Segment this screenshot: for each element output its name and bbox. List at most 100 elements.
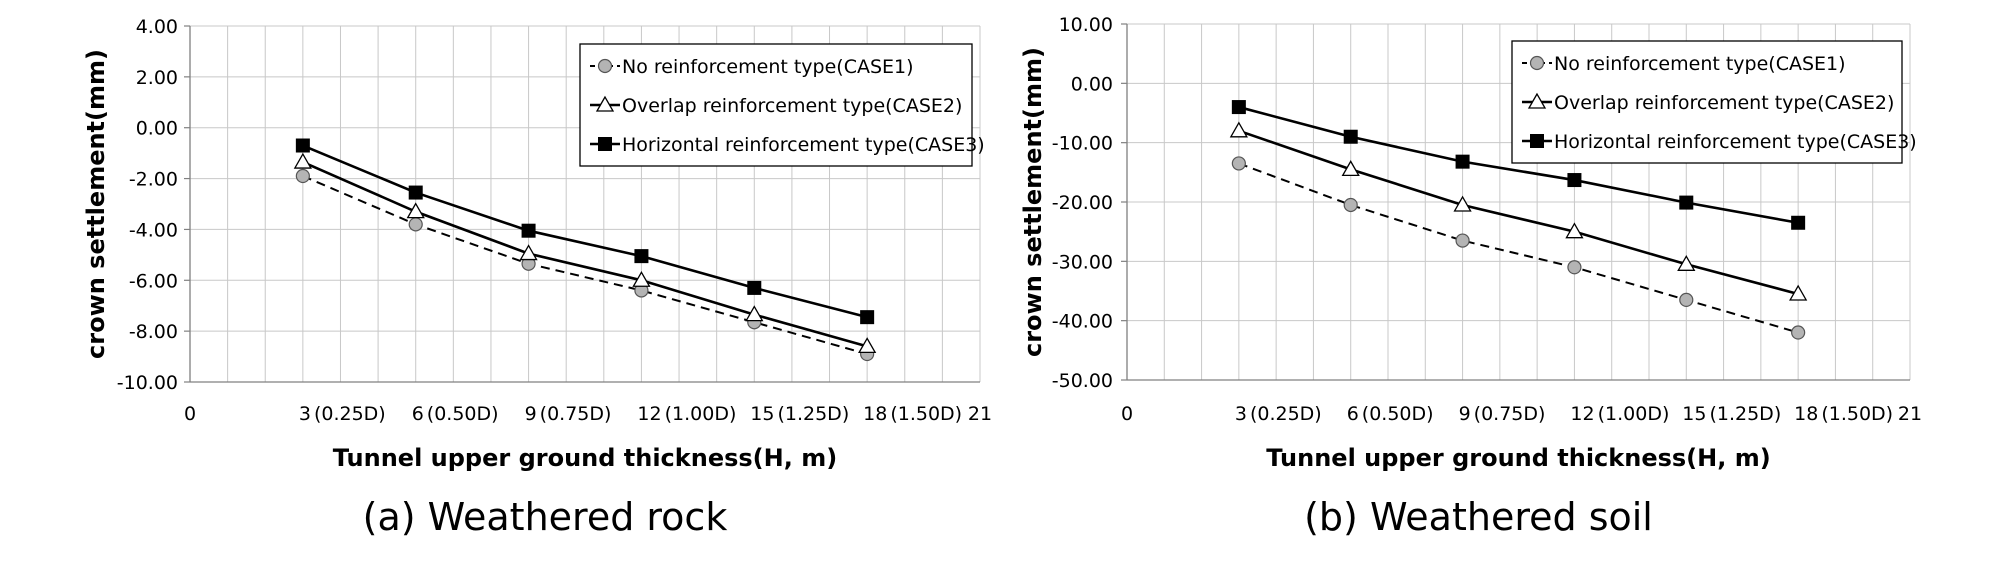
y-tick-label: 0.00 <box>136 118 178 140</box>
x-tick-label: 6 (0.50D) <box>1347 403 1434 425</box>
data-point-triangle <box>1677 254 1696 271</box>
data-point-circle <box>408 217 423 232</box>
y-tick-label: 2.00 <box>136 67 178 89</box>
x-tick-number: 15 <box>750 403 774 425</box>
y-tick-label: 4.00 <box>136 16 178 38</box>
y-tick-label: -8.00 <box>129 321 178 343</box>
series-square <box>295 138 875 325</box>
x-tick-number: 6 <box>1347 403 1359 425</box>
legend-marker-triangle <box>595 95 615 112</box>
x-tick-number: 12 <box>637 403 661 425</box>
x-tick-label: 21 <box>1898 403 1922 425</box>
x-tick-sublabel: (0.50D) <box>1362 403 1434 425</box>
x-tick-label: 15 (1.25D) <box>1682 403 1781 425</box>
x-tick-label: 3 (0.25D) <box>1235 403 1322 425</box>
legend-marker-triangle <box>1527 92 1547 109</box>
x-tick-sublabel: (1.00D) <box>1598 403 1670 425</box>
y-axis-title: crown settlement(mm) <box>1019 47 1047 357</box>
x-tick-number: 3 <box>299 403 311 425</box>
x-tick-number: 6 <box>412 403 424 425</box>
series-line <box>1238 105 1799 225</box>
y-tick-label: -30.00 <box>1052 251 1113 273</box>
chart-caption: (a) Weathered rock <box>363 495 728 539</box>
x-tick-label: 12 (1.00D) <box>637 403 736 425</box>
data-point-triangle <box>519 244 538 261</box>
x-tick-sublabel: (0.75D) <box>540 403 612 425</box>
series-triangle <box>1229 121 1808 301</box>
series-line <box>302 160 868 348</box>
data-point-square <box>295 138 310 153</box>
data-point-square <box>408 185 423 200</box>
x-tick-sublabel: (0.25D) <box>1250 403 1322 425</box>
x-tick-number: 12 <box>1570 403 1594 425</box>
x-tick-number: 18 <box>1794 403 1818 425</box>
x-tick-label: 15 (1.25D) <box>750 403 849 425</box>
legend-marker-circle <box>597 58 613 74</box>
x-tick-label: 0 <box>1121 403 1133 425</box>
x-tick-label: 18 (1.50D) <box>863 403 962 425</box>
x-tick-number: 9 <box>1459 403 1471 425</box>
x-tick-number: 18 <box>863 403 887 425</box>
series-circle <box>295 168 875 362</box>
data-point-circle <box>1343 197 1358 213</box>
x-tick-number: 3 <box>1235 403 1247 425</box>
x-tick-sublabel: (1.25D) <box>1709 403 1781 425</box>
data-point-triangle <box>1565 222 1584 239</box>
series-triangle <box>293 152 877 354</box>
data-point-triangle <box>1789 284 1808 301</box>
y-tick-label: 0.00 <box>1071 73 1113 95</box>
legend-entry-label: Horizontal reinforcement type(CASE3) <box>1554 131 1917 153</box>
y-tick-label: -40.00 <box>1052 311 1113 333</box>
series-line <box>302 144 868 319</box>
data-point-square <box>860 310 875 325</box>
y-tick-label: -6.00 <box>129 270 178 292</box>
data-point-circle <box>1567 260 1582 275</box>
data-point-triangle <box>1341 160 1360 177</box>
data-point-square <box>1231 100 1246 115</box>
y-tick-label: -10.00 <box>1052 133 1113 155</box>
y-tick-label: -20.00 <box>1052 192 1113 214</box>
data-point-square <box>1343 129 1358 144</box>
legend: No reinforcement type(CASE1) Overlap rein… <box>579 43 985 167</box>
y-axis-title: crown settlement(mm) <box>82 49 110 359</box>
chart-caption: (b) Weathered soil <box>1304 495 1653 539</box>
data-point-triangle <box>406 202 425 219</box>
legend-entry-label: No reinforcement type(CASE1) <box>1554 53 1846 75</box>
data-point-circle <box>1455 233 1470 248</box>
data-point-square <box>747 280 762 295</box>
x-tick-sublabel: (0.50D) <box>427 403 499 425</box>
legend: No reinforcement type(CASE1) Overlap rein… <box>1511 40 1917 164</box>
data-point-triangle <box>632 270 651 287</box>
legend-marker-circle <box>1529 55 1545 71</box>
x-tick-number: 9 <box>525 403 537 425</box>
x-tick-label: 6 (0.50D) <box>412 403 499 425</box>
y-tick-label: -50.00 <box>1052 370 1113 392</box>
legend-marker-square <box>598 137 612 151</box>
series-square <box>1231 100 1806 230</box>
x-tick-number: 15 <box>1682 403 1706 425</box>
y-tick-label: -2.00 <box>129 169 178 191</box>
x-tick-label: 21 <box>968 403 992 425</box>
y-tick-label: 10.00 <box>1059 14 1113 36</box>
x-tick-sublabel: (1.00D) <box>665 403 737 425</box>
data-point-triangle <box>1453 195 1472 212</box>
data-point-square <box>1567 173 1582 188</box>
legend-marker-square <box>1530 134 1544 148</box>
series-line <box>1238 129 1799 296</box>
chart-weathered-soil: 10.00 0.00 -10.00 -20.00 -30.00 -40.00 -50.00 0… <box>1019 14 1922 539</box>
legend-box <box>1511 40 1903 164</box>
x-tick-label: 9 (0.75D) <box>1459 403 1546 425</box>
x-tick-label: 0 <box>184 403 196 425</box>
series-line <box>302 175 868 355</box>
data-point-triangle <box>745 305 764 322</box>
x-tick-sublabel: (1.25D) <box>777 403 849 425</box>
x-axis-title: Tunnel upper ground thickness(H, m) <box>1266 444 1770 472</box>
data-point-triangle <box>858 337 877 354</box>
data-point-triangle <box>293 152 312 169</box>
legend-entry-label: Overlap reinforcement type(CASE2) <box>622 95 962 117</box>
data-point-circle <box>1791 325 1806 340</box>
x-tick-label: 18 (1.50D) <box>1794 403 1893 425</box>
legend-box <box>579 43 973 167</box>
y-tick-label: -10.00 <box>117 372 178 394</box>
